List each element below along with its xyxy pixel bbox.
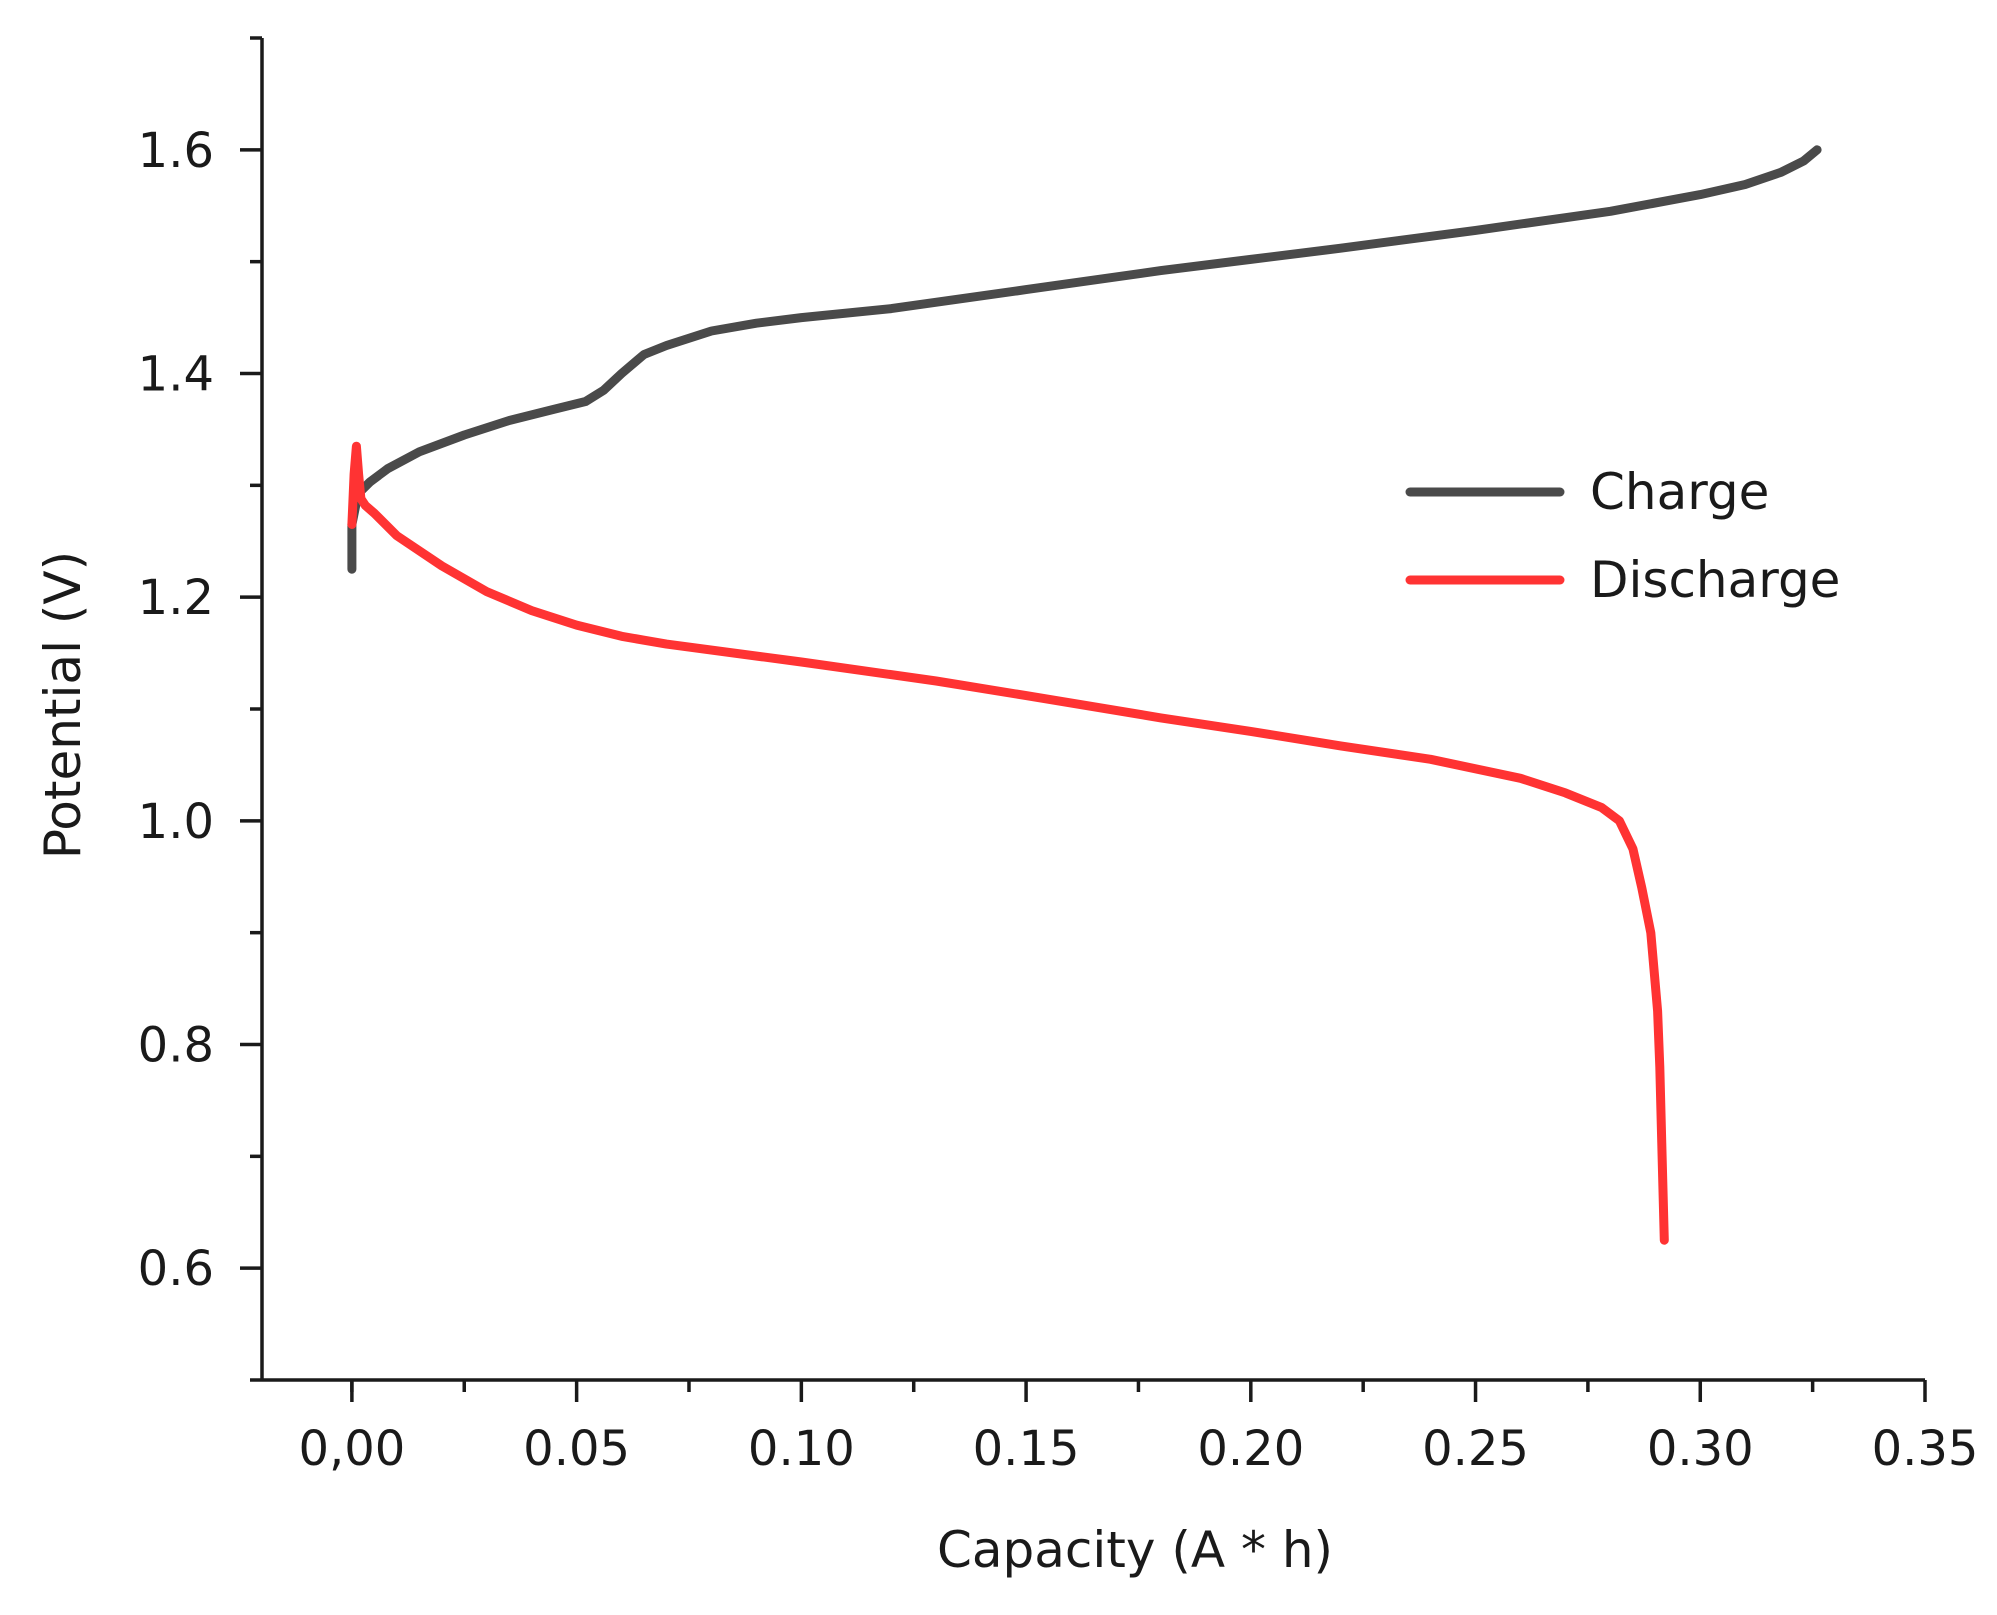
x-axis-title: Capacity (A * h) <box>937 1521 1333 1579</box>
series-group <box>347 145 1822 1245</box>
y-tick-label: 1.6 <box>138 123 214 179</box>
legend-label-charge: Charge <box>1590 463 1769 521</box>
y-tick-label: 1.0 <box>138 794 214 850</box>
x-tick-label: 0.25 <box>1422 1421 1529 1477</box>
series-line-charge <box>347 145 1822 574</box>
series-line-discharge <box>347 441 1669 1245</box>
legend-label-discharge: Discharge <box>1590 551 1840 609</box>
x-tick-label: 0.35 <box>1872 1421 1979 1477</box>
y-tick-label: 1.4 <box>138 347 214 403</box>
y-tick-label: 0.6 <box>138 1241 214 1297</box>
x-tick-label: 0.05 <box>523 1421 630 1477</box>
x-tick-label: 0.10 <box>748 1421 855 1477</box>
x-tick-label: 0.20 <box>1197 1421 1304 1477</box>
y-tick-label: 0.8 <box>138 1018 214 1074</box>
x-tick-label: 0.15 <box>973 1421 1080 1477</box>
y-tick-label: 1.2 <box>138 570 214 626</box>
x-tick-label: 0.30 <box>1647 1421 1754 1477</box>
ticks: 0,00 0.05 0.10 0.15 0.20 0.25 0.30 0.35 0.6 0.8 1.… <box>138 36 1979 1477</box>
y-axis-title: Potential (V) <box>34 551 92 859</box>
x-tick-label: 0,00 <box>298 1421 405 1477</box>
legend: Charge Discharge <box>1405 463 1840 609</box>
